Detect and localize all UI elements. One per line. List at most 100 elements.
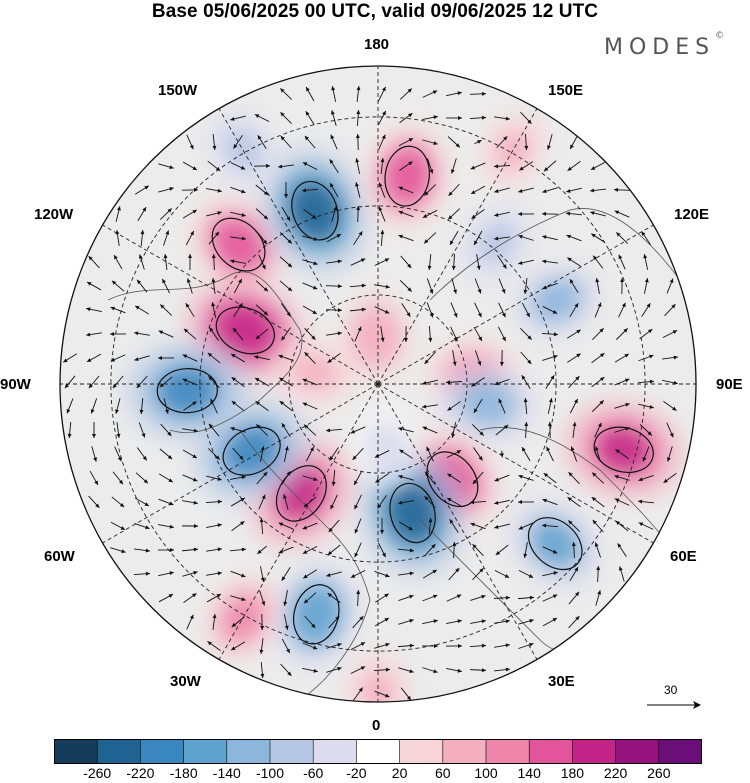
wind-arrow xyxy=(207,352,221,364)
wind-arrow xyxy=(279,400,293,412)
wind-arrow xyxy=(614,474,630,481)
wind-arrow xyxy=(591,376,605,388)
wind-arrow xyxy=(447,473,461,483)
wind-arrow xyxy=(305,86,315,102)
wind-arrow xyxy=(446,668,462,673)
wind-arrow xyxy=(230,236,246,241)
wind-arrow xyxy=(447,208,461,220)
wind-arrow xyxy=(568,591,580,605)
wind-arrow xyxy=(469,115,487,120)
wind-arrow xyxy=(86,281,102,291)
wind-arrow xyxy=(182,161,198,171)
wind-arrow xyxy=(523,278,528,294)
wind-arrow xyxy=(450,158,457,174)
wind-arrow xyxy=(158,473,174,483)
contour-line xyxy=(593,426,654,474)
wind-arrow xyxy=(450,302,458,318)
wind-arrow xyxy=(134,331,150,336)
wind-arrow xyxy=(474,350,482,366)
contour-line xyxy=(426,451,479,508)
wind-arrow xyxy=(520,328,532,340)
wind-arrow xyxy=(354,542,362,558)
anomaly-blob xyxy=(214,220,263,269)
anomaly-blob xyxy=(224,129,261,170)
wind-arrow xyxy=(304,615,316,629)
wind-arrow xyxy=(230,497,246,507)
wind-arrow xyxy=(355,158,360,174)
wind-arrow xyxy=(422,569,438,579)
contour-line xyxy=(211,217,266,272)
wind-arrow xyxy=(326,666,342,673)
wind-arrow xyxy=(474,139,482,145)
colorbar-segment xyxy=(658,739,702,764)
wind-arrow xyxy=(254,377,270,387)
wind-arrow xyxy=(547,398,553,414)
wind-arrow xyxy=(134,522,150,530)
wind-arrow xyxy=(567,160,581,172)
coastline-asia xyxy=(429,208,681,301)
wind-arrow xyxy=(517,595,535,600)
anomaly-blob xyxy=(216,305,275,356)
anomaly-blob xyxy=(358,314,394,359)
wind-arrow xyxy=(422,379,438,385)
wind-arrow xyxy=(572,422,577,438)
wind-arrow xyxy=(494,619,510,624)
wind-arrow xyxy=(260,566,265,582)
wind-arrow xyxy=(518,187,534,193)
wind-arrow xyxy=(614,378,630,386)
wind-arrow xyxy=(399,88,413,100)
wind-arrow xyxy=(279,232,293,244)
wind-arrow xyxy=(398,594,414,601)
wind-arrow xyxy=(182,428,198,433)
wind-arrow xyxy=(427,253,432,271)
wind-arrow xyxy=(134,355,150,362)
wind-arrow xyxy=(497,326,507,342)
wind-arrow xyxy=(259,590,266,606)
wind-arrow xyxy=(355,182,361,198)
wind-arrow xyxy=(326,331,342,336)
colorbar-tick-label: -100 xyxy=(255,765,285,781)
wind-arrow xyxy=(519,161,533,171)
wind-arrow xyxy=(86,307,102,312)
wind-arrow xyxy=(591,472,605,484)
wind-arrow xyxy=(161,278,171,294)
wind-arrow xyxy=(110,547,126,554)
colorbar-tick-label: 60 xyxy=(435,765,451,781)
wind-arrow xyxy=(133,571,151,576)
wind-arrow xyxy=(115,230,120,246)
wind-arrow xyxy=(280,663,292,677)
wind-arrow xyxy=(542,259,558,264)
wind-arrow xyxy=(520,111,532,125)
wind-arrow xyxy=(157,356,175,361)
wind-arrow xyxy=(471,377,485,387)
wind-arrow xyxy=(230,115,246,121)
wind-arrow xyxy=(542,235,558,241)
wind-arrow xyxy=(232,447,244,461)
colorbar-segment xyxy=(54,739,98,764)
wind-arrow xyxy=(230,259,246,264)
wind-arrow xyxy=(326,642,342,649)
wind-arrow xyxy=(428,325,433,343)
wind-arrow xyxy=(638,403,654,409)
wind-arrow xyxy=(350,666,366,674)
wind-arrow xyxy=(302,161,318,171)
wind-arrow xyxy=(614,498,630,506)
wind-arrow xyxy=(567,520,581,532)
meridian-line xyxy=(102,383,379,544)
wind-arrow xyxy=(594,302,602,318)
wind-arrow xyxy=(89,470,99,486)
wind-arrow xyxy=(186,614,194,630)
wind-arrow xyxy=(566,234,582,242)
wind-arrow xyxy=(517,500,535,505)
wind-arrow xyxy=(283,494,289,510)
wind-arrow xyxy=(136,375,148,389)
wind-arrow xyxy=(279,377,293,387)
wind-arrow xyxy=(328,519,340,533)
colorbar-tick-labels: -260 -220 -180 -140 -100 -60 -20 20 60 100 140 180 2… xyxy=(0,765,750,783)
wind-arrow xyxy=(471,424,485,436)
colorbar-border xyxy=(54,739,702,764)
wind-arrow xyxy=(281,422,291,438)
wind-arrow xyxy=(569,398,579,414)
wind-arrow xyxy=(422,404,438,409)
wind-arrow xyxy=(211,278,216,294)
